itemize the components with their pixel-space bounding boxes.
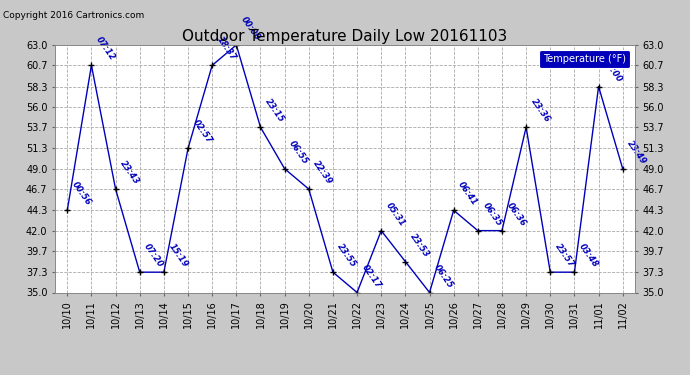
Text: 06:41: 06:41 <box>457 180 480 207</box>
Text: 05:31: 05:31 <box>384 201 407 228</box>
Text: 06:35: 06:35 <box>481 201 504 228</box>
Text: 23:15: 23:15 <box>264 97 286 124</box>
Text: 00:00: 00:00 <box>239 15 262 42</box>
Text: 00:00: 00:00 <box>602 57 624 84</box>
Text: 15:19: 15:19 <box>167 242 190 269</box>
Text: 07:12: 07:12 <box>95 35 117 63</box>
Text: 03:48: 03:48 <box>578 242 600 269</box>
Text: 23:49: 23:49 <box>626 139 649 166</box>
Text: 07:20: 07:20 <box>143 242 166 269</box>
Text: 06:36: 06:36 <box>505 201 528 228</box>
Text: 23:57: 23:57 <box>553 242 576 269</box>
Text: 02:57: 02:57 <box>191 118 214 146</box>
Text: 06:55: 06:55 <box>288 139 310 166</box>
Text: 23:55: 23:55 <box>336 242 359 269</box>
Text: Copyright 2016 Cartronics.com: Copyright 2016 Cartronics.com <box>3 11 145 20</box>
Title: Outdoor Temperature Daily Low 20161103: Outdoor Temperature Daily Low 20161103 <box>182 29 508 44</box>
Text: 18:37: 18:37 <box>215 35 238 63</box>
Text: 02:17: 02:17 <box>360 262 383 290</box>
Text: 23:43: 23:43 <box>119 159 141 186</box>
Legend: Temperature (°F): Temperature (°F) <box>539 50 630 68</box>
Text: 23:36: 23:36 <box>529 97 552 124</box>
Text: 22:39: 22:39 <box>312 159 335 186</box>
Text: 06:25: 06:25 <box>433 262 455 290</box>
Text: 00:56: 00:56 <box>70 180 93 207</box>
Text: 23:53: 23:53 <box>408 232 431 259</box>
